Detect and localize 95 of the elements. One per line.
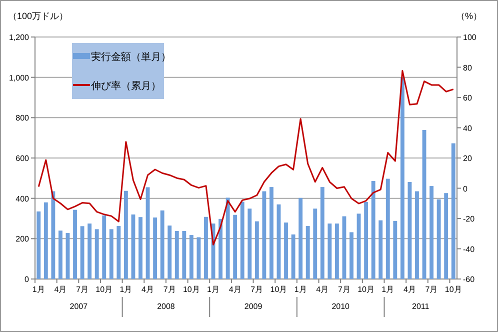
bar (36, 211, 41, 279)
x-tick-label: 7月 (425, 285, 438, 294)
x-tick-label: 1月 (207, 285, 220, 294)
bar (350, 232, 354, 279)
bar (153, 217, 158, 279)
x-tick-label: 4月 (403, 285, 416, 294)
x-tick-label: 1月 (294, 285, 307, 294)
bar (196, 237, 201, 279)
bar (218, 218, 222, 279)
x-tick-label: 4月 (54, 285, 67, 294)
bar (386, 178, 390, 279)
y2-tick-label: -60 (463, 275, 476, 284)
bar (189, 235, 194, 279)
text: 2011 (412, 302, 430, 311)
bar (284, 222, 288, 279)
bar (334, 224, 339, 279)
bar (80, 226, 84, 279)
x-tick-label: 10月 (182, 285, 200, 294)
x-tick-label: 7月 (163, 285, 176, 294)
x-tick-label: 10月 (444, 285, 462, 294)
y-tick-label: 600 (16, 154, 30, 163)
bar (306, 226, 310, 279)
bar (138, 217, 142, 279)
bar (291, 234, 296, 279)
bar (436, 199, 441, 279)
bar (240, 202, 244, 279)
bar (102, 215, 106, 279)
bar (73, 210, 77, 279)
x-tick-label: 1月 (32, 285, 45, 294)
text: 2009 (244, 302, 263, 311)
x-tick-label: 7月 (250, 285, 264, 294)
y-tick-label: 1,200 (8, 33, 30, 42)
bar (168, 226, 172, 279)
bar (320, 187, 324, 279)
bar (444, 193, 448, 279)
y2-tick-label: 80 (463, 63, 472, 72)
x-tick-label: 7月 (76, 285, 89, 294)
x-tick-label: 10月 (96, 285, 113, 294)
bar (44, 202, 48, 279)
bar (364, 202, 368, 279)
y-tick-label: 400 (16, 194, 30, 204)
x-tick-label: 1月 (382, 285, 394, 294)
bar (116, 226, 121, 279)
bar (415, 191, 419, 279)
y2-tick-label: 60 (463, 94, 472, 102)
y2-tick-label: -20 (463, 214, 476, 224)
bar (393, 220, 398, 279)
legend-label: 伸び率（累月） (91, 80, 161, 92)
bar (254, 221, 259, 279)
x-tick-label: 1月 (120, 285, 132, 294)
bar (204, 216, 208, 279)
bar (109, 229, 114, 279)
text: 2007 (70, 302, 88, 311)
x-tick-label: 10月 (358, 285, 375, 294)
bar (160, 210, 164, 279)
bar (430, 186, 434, 279)
bar (328, 224, 332, 279)
y-axis-title: （100万ドル） (8, 11, 68, 21)
bar (174, 231, 179, 279)
x-tick-label: 10月 (270, 285, 288, 294)
y2-tick-label: 100 (463, 33, 477, 42)
bar (270, 187, 274, 279)
x-tick-label: 4月 (142, 285, 154, 294)
bar (226, 198, 230, 279)
bar (58, 230, 62, 279)
bar (451, 143, 456, 279)
y-tick-label: 200 (16, 234, 30, 244)
y2-tick-label: 40 (463, 124, 472, 133)
y2-tick-label: 0 (463, 184, 468, 194)
y2-axis-title: （%） (456, 11, 482, 21)
bar (233, 214, 238, 279)
y-tick-label: 800 (16, 114, 30, 123)
bar (51, 191, 56, 279)
bar (400, 78, 404, 279)
bar (124, 190, 128, 279)
x-tick-label: 4月 (316, 285, 329, 294)
y-tick-label: 0 (24, 275, 30, 284)
x-tick-label: 4月 (228, 285, 242, 294)
legend-label: 実行金額（単月） (91, 51, 171, 63)
y-tick-label: 1,000 (8, 73, 30, 82)
bar (262, 191, 266, 279)
text: 2010 (332, 302, 350, 311)
y2-tick-label: -40 (463, 244, 476, 254)
bar (248, 208, 252, 279)
bar (88, 224, 92, 279)
bar (408, 182, 412, 279)
text: 2008 (157, 302, 176, 311)
bar (298, 198, 303, 279)
bar (371, 180, 376, 279)
bar (313, 208, 318, 279)
bar (378, 220, 383, 279)
bar (94, 229, 99, 279)
y2-tick-label: 20 (463, 154, 472, 163)
bar (182, 231, 186, 279)
x-tick-label: 7月 (338, 285, 350, 294)
